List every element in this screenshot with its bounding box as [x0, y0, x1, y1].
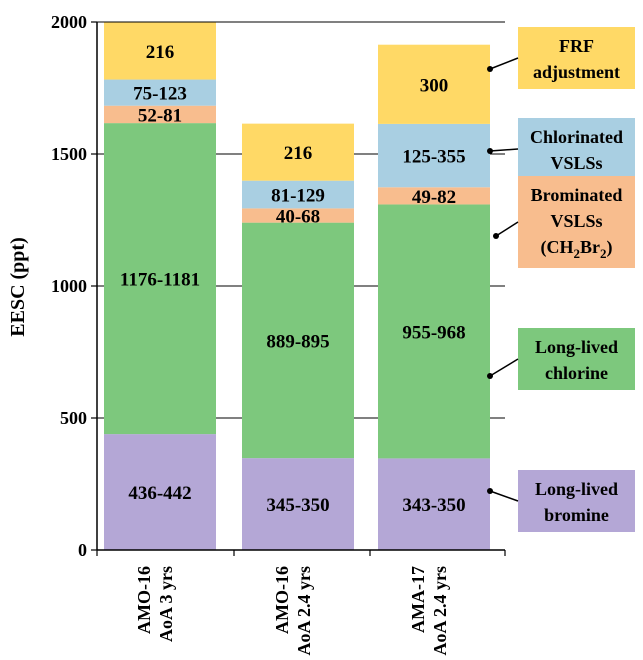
x-tick-label: AoA 2.4 yrs [430, 566, 450, 656]
data-label: 345-350 [266, 495, 329, 516]
y-tick-label: 1000 [51, 276, 87, 296]
formula-part: (CH [541, 237, 574, 258]
legend-item: FRF adjustment [487, 27, 635, 89]
data-label: 125-355 [402, 147, 465, 168]
bar-segment [378, 123, 490, 188]
formula-part: 2 [574, 246, 581, 261]
legend-item: Long-lived chlorine [487, 328, 635, 390]
legend-label: Chlorinated [530, 127, 623, 147]
legend-pointer-line [489, 148, 519, 152]
data-label: 343-350 [402, 495, 465, 516]
data-label: 1176-1181 [120, 270, 200, 291]
bar-segment [104, 434, 216, 550]
data-label: 889-895 [266, 331, 329, 352]
bar-segment [242, 458, 354, 550]
bar-segment [242, 222, 354, 459]
legend-item: Chlorinated VSLSs [487, 118, 635, 180]
legend-pointer-line [489, 358, 519, 377]
legend-pointer-line [489, 490, 519, 502]
legend-pointer-dot [493, 233, 499, 239]
bar-segment [104, 79, 216, 106]
legend-label: Long-lived [535, 337, 618, 357]
legend: FRF adjustment Chlorinated VSLSs Brominated V… [487, 27, 635, 532]
bar-segment [104, 123, 216, 435]
legend-label: Brominated [531, 185, 623, 205]
y-tick-label: 1500 [51, 144, 87, 164]
bar-segment [104, 22, 216, 80]
data-label: 81-129 [271, 186, 325, 207]
legend-label: Long-lived [535, 479, 618, 499]
legend-swatch [518, 176, 635, 268]
y-tick-label: 0 [78, 540, 87, 560]
formula-part: ) [607, 237, 613, 258]
bar-segment [104, 105, 216, 124]
legend-swatch [518, 470, 635, 532]
legend-pointer-line [489, 57, 519, 70]
data-label: 75-123 [133, 84, 187, 105]
legend-label: VSLSs [550, 211, 602, 231]
legend-pointer-line [495, 221, 519, 237]
bar-segment [378, 204, 490, 459]
bar-segment [242, 123, 354, 181]
x-tick-label: AoA 2.4 yrs [294, 566, 314, 656]
legend-formula: (CH2Br2) [541, 237, 613, 261]
x-tick-label: AMO-16 [272, 566, 292, 634]
x-tick-label: AMO-16 [134, 566, 154, 634]
bar-segment [378, 187, 490, 205]
y-tick-label: 2000 [51, 12, 87, 32]
legend-pointer-dot [487, 373, 493, 379]
data-label: 216 [284, 143, 313, 164]
legend-swatch [518, 328, 635, 390]
data-label: 300 [420, 75, 449, 96]
legend-pointer-dot [487, 488, 493, 494]
y-tick-label: 500 [60, 408, 87, 428]
bar-segment [242, 208, 354, 223]
y-axis-label: EESC (ppt) [7, 237, 29, 336]
data-label: 40-68 [276, 207, 320, 228]
legend-pointer-dot [487, 66, 493, 72]
data-label: 436-442 [128, 483, 191, 504]
data-label: 955-968 [402, 322, 465, 343]
legend-label: FRF [559, 36, 594, 56]
bar-segment [378, 44, 490, 124]
legend-item: Long-lived bromine [487, 470, 635, 532]
bar-segment [242, 180, 354, 209]
data-label: 216 [146, 42, 175, 63]
legend-swatch [518, 118, 635, 180]
data-label: 52-81 [138, 105, 182, 126]
x-tick-label: AMA-17 [408, 566, 428, 633]
legend-label: VSLSs [550, 153, 602, 173]
data-label: 49-82 [412, 187, 456, 208]
legend-label: chlorine [545, 363, 608, 383]
legend-swatch [518, 27, 635, 89]
x-tick-label: AoA 3 yrs [156, 566, 176, 642]
legend-label: adjustment [533, 62, 620, 82]
formula-part: Br [580, 237, 600, 257]
bar-segment [378, 458, 490, 550]
formula-part: 2 [600, 246, 607, 261]
legend-label: bromine [544, 505, 609, 525]
legend-pointer-dot [487, 148, 493, 154]
